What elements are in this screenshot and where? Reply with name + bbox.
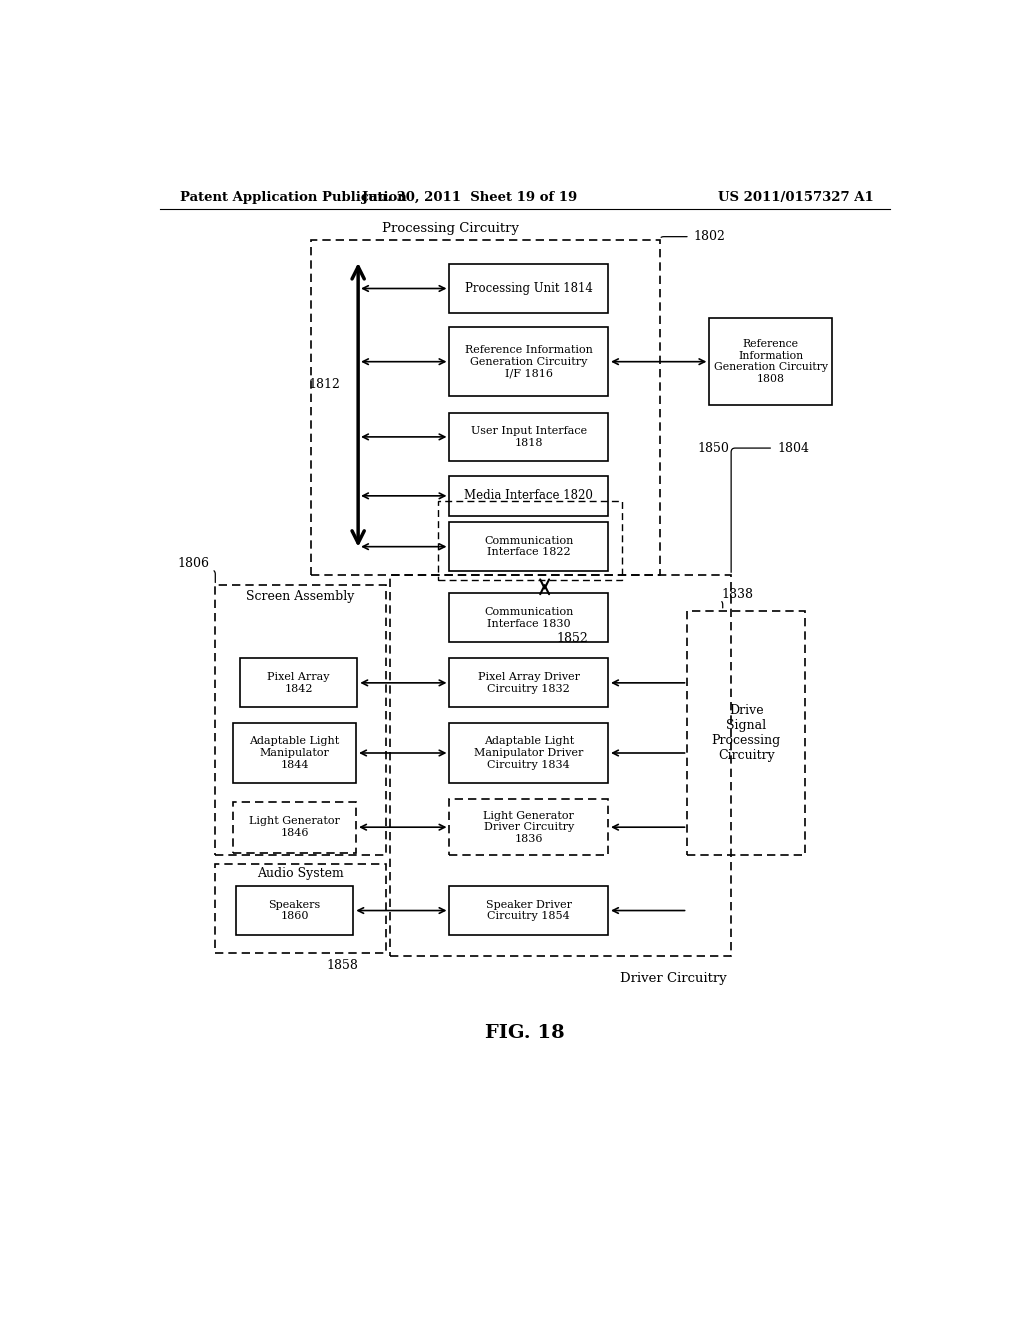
FancyBboxPatch shape: [450, 799, 608, 855]
FancyBboxPatch shape: [240, 659, 357, 708]
Text: 1804: 1804: [777, 442, 809, 454]
FancyBboxPatch shape: [233, 801, 356, 853]
Text: Patent Application Publication: Patent Application Publication: [179, 190, 407, 203]
Text: 1806: 1806: [178, 557, 210, 570]
FancyBboxPatch shape: [450, 659, 608, 708]
Text: 1838: 1838: [722, 587, 754, 601]
Text: 1812: 1812: [308, 378, 340, 391]
FancyBboxPatch shape: [450, 412, 608, 461]
Text: 1858: 1858: [327, 960, 358, 973]
Text: Drive
Signal
Processing
Circuitry: Drive Signal Processing Circuitry: [712, 704, 781, 762]
Text: 1802: 1802: [694, 230, 726, 243]
Text: Pixel Array Driver
Circuitry 1832: Pixel Array Driver Circuitry 1832: [478, 672, 580, 694]
Text: FIG. 18: FIG. 18: [485, 1023, 564, 1041]
Text: Reference
Information
Generation Circuitry
1808: Reference Information Generation Circuit…: [714, 339, 827, 384]
Text: 1850: 1850: [697, 442, 730, 454]
Text: Media Interface 1820: Media Interface 1820: [464, 490, 593, 503]
FancyBboxPatch shape: [450, 475, 608, 516]
Text: Audio System: Audio System: [257, 867, 344, 880]
Text: Communication
Interface 1830: Communication Interface 1830: [484, 607, 573, 628]
Text: Screen Assembly: Screen Assembly: [247, 590, 354, 603]
Text: Adaptable Light
Manipulator Driver
Circuitry 1834: Adaptable Light Manipulator Driver Circu…: [474, 737, 584, 770]
FancyBboxPatch shape: [710, 318, 833, 405]
Text: Light Generator
1846: Light Generator 1846: [249, 816, 340, 838]
Text: Jun. 30, 2011  Sheet 19 of 19: Jun. 30, 2011 Sheet 19 of 19: [361, 190, 577, 203]
Text: Communication
Interface 1822: Communication Interface 1822: [484, 536, 573, 557]
Text: 1852: 1852: [557, 632, 589, 644]
Text: US 2011/0157327 A1: US 2011/0157327 A1: [718, 190, 873, 203]
Text: Light Generator
Driver Circuitry
1836: Light Generator Driver Circuitry 1836: [483, 810, 574, 843]
FancyBboxPatch shape: [450, 327, 608, 396]
Text: Processing Circuitry: Processing Circuitry: [382, 222, 519, 235]
Text: Speaker Driver
Circuitry 1854: Speaker Driver Circuitry 1854: [485, 900, 571, 921]
FancyBboxPatch shape: [450, 264, 608, 313]
Text: Pixel Array
1842: Pixel Array 1842: [267, 672, 330, 694]
Text: Speakers
1860: Speakers 1860: [268, 900, 321, 921]
Text: Processing Unit 1814: Processing Unit 1814: [465, 282, 593, 294]
FancyBboxPatch shape: [233, 722, 356, 784]
FancyBboxPatch shape: [450, 594, 608, 643]
Text: Driver Circuitry: Driver Circuitry: [621, 972, 727, 985]
FancyBboxPatch shape: [236, 886, 353, 935]
Text: Adaptable Light
Manipulator
1844: Adaptable Light Manipulator 1844: [250, 737, 340, 770]
Text: Reference Information
Generation Circuitry
I/F 1816: Reference Information Generation Circuit…: [465, 345, 593, 379]
FancyBboxPatch shape: [450, 886, 608, 935]
FancyBboxPatch shape: [450, 722, 608, 784]
Text: User Input Interface
1818: User Input Interface 1818: [471, 426, 587, 447]
FancyBboxPatch shape: [450, 523, 608, 572]
